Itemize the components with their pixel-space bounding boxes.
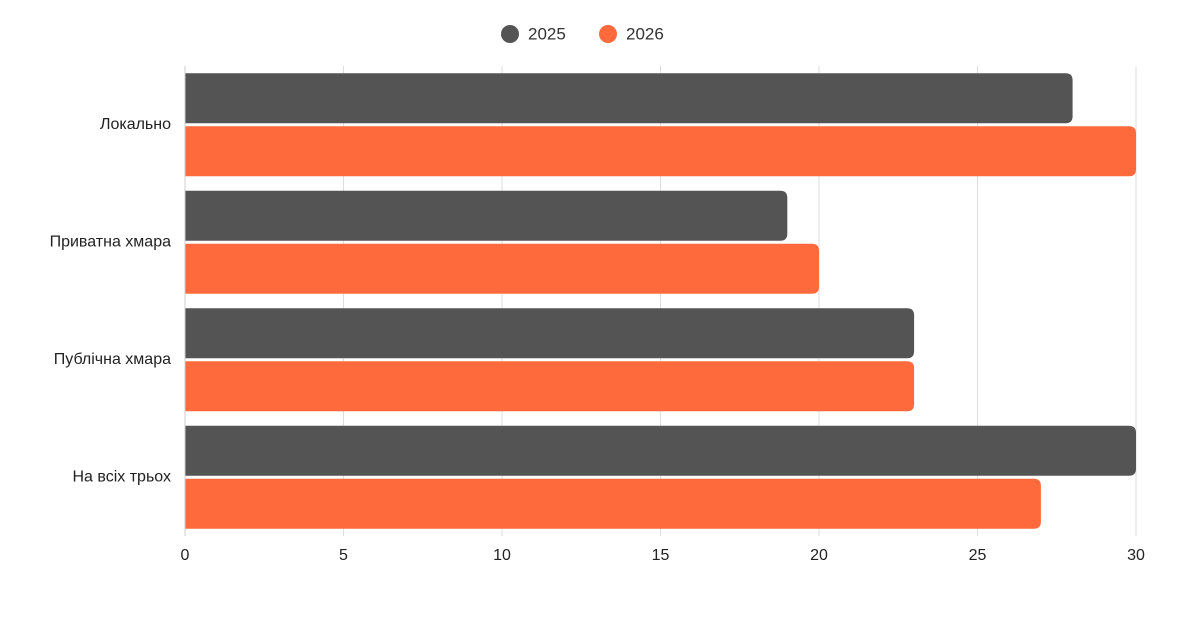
- bar-2026-3: [185, 361, 915, 412]
- x-tick-label: 0: [181, 547, 190, 564]
- legend-label-2025: 2025: [528, 24, 566, 43]
- bar-2025-1: [185, 73, 1073, 124]
- legend-swatch-2026: [599, 25, 617, 43]
- bar-2026-2: [185, 243, 819, 294]
- x-tick-label: 25: [969, 547, 987, 564]
- bar-2026-1: [185, 126, 1136, 177]
- bars: [185, 73, 1136, 529]
- x-tick-label: 5: [339, 547, 348, 564]
- legend-label-2026: 2026: [626, 24, 664, 43]
- bar-2025-2: [185, 190, 788, 241]
- category-label: Приватна хмара: [50, 233, 172, 250]
- category-label: Локально: [100, 116, 171, 133]
- bar-2025-4: [185, 425, 1136, 476]
- x-tick-label: 15: [652, 547, 670, 564]
- legend-swatch-2025: [501, 25, 519, 43]
- bar-2025-3: [185, 308, 915, 359]
- x-tick-label: 30: [1127, 547, 1145, 564]
- bar-2026-4: [185, 478, 1041, 529]
- category-label: Публічна хмара: [54, 351, 171, 368]
- category-label: На всіх трьох: [73, 468, 172, 485]
- x-tick-label: 20: [810, 547, 828, 564]
- axes: Локально Приватна хмара Публічна хмара На в…: [50, 66, 1145, 564]
- legend: 2025 2026: [501, 24, 664, 43]
- x-tick-label: 10: [493, 547, 511, 564]
